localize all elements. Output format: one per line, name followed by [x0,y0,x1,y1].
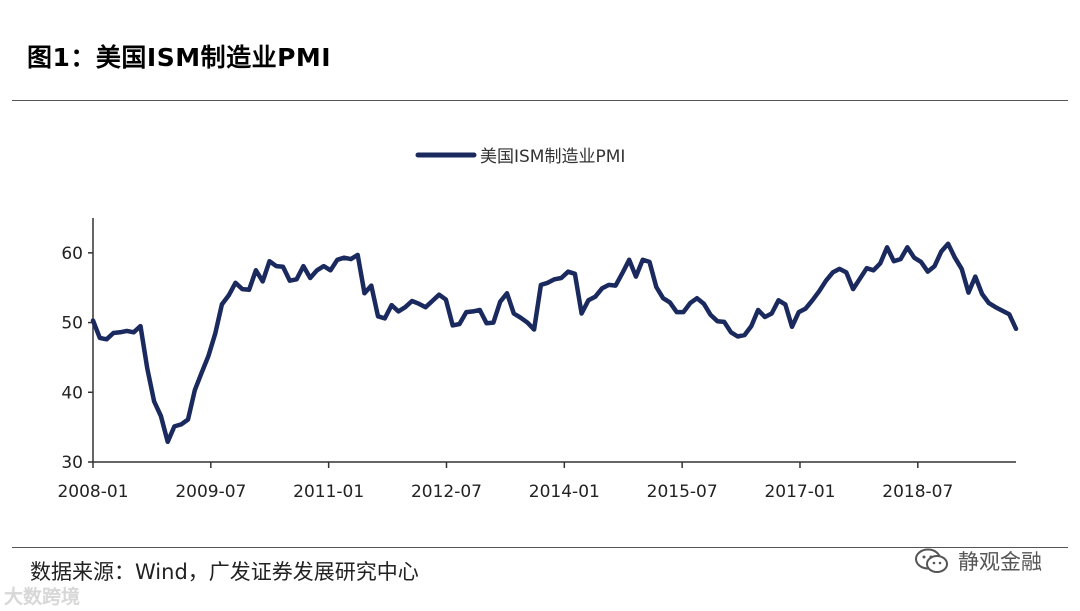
bottom-divider [12,547,1068,548]
x-tick-label: 2018-07 [882,482,953,502]
x-tick-label: 2009-07 [175,482,246,502]
data-source: 数据来源：Wind，广发证券发展研究中心 [30,560,419,584]
x-tick-label: 2017-01 [764,482,835,502]
x-tick-label: 2015-07 [647,482,718,502]
y-tick-labels: 30 40 50 60 [61,244,83,473]
x-tick-labels: 2008-01 2009-07 2011-01 2012-07 2014-01 2015-… [57,482,953,502]
y-tick-label: 30 [61,453,83,473]
series-line-ism-pmi [90,241,1019,445]
page-title: 图1：美国ISM制造业PMI [27,43,332,72]
watermark-right: 静观金融 [914,546,1042,576]
y-tick-label: 60 [61,244,83,264]
y-tick-label: 50 [61,314,83,334]
x-tick-label: 2014-01 [529,482,600,502]
legend: 美国ISM制造业PMI [415,147,625,167]
axes [88,218,1016,468]
watermark-left: 大数跨境 [4,586,81,608]
x-tick-label: 2008-01 [57,482,128,502]
x-tick-label: 2012-07 [411,482,482,502]
y-tick-label: 40 [61,383,83,403]
watermark-right-label: 静观金融 [958,550,1042,574]
x-tick-label: 2011-01 [293,482,364,502]
legend-label: 美国ISM制造业PMI [480,147,625,167]
wechat-icon [915,548,948,573]
top-divider [12,100,1068,101]
